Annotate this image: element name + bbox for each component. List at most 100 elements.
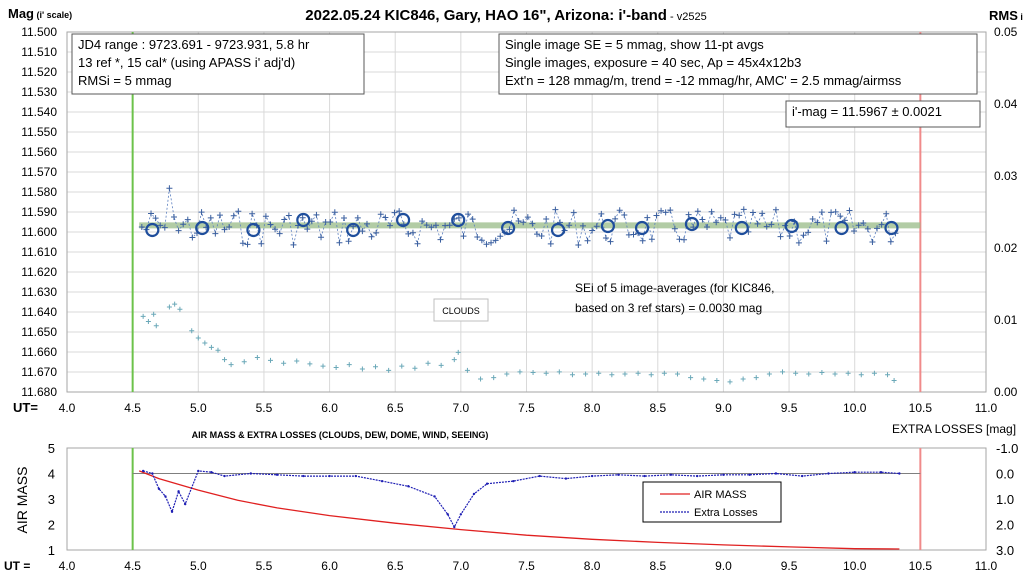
extra-losses-point [157, 487, 161, 490]
single-image-point [593, 223, 600, 230]
rms-point [281, 360, 287, 366]
rms-point [543, 370, 549, 376]
single-image-point [694, 208, 701, 215]
extra-losses-point [249, 472, 252, 475]
y2-tick-label: 0.05 [994, 25, 1018, 39]
rms-point [153, 323, 159, 329]
rms-point [583, 371, 589, 377]
single-image-point [552, 206, 559, 213]
single-image-point [754, 220, 761, 227]
y-tick-label: 11.500 [21, 25, 57, 39]
info-box-left-line: 13 ref *, 15 cal* (using APASS i' adj'd) [78, 55, 295, 70]
single-image-point [386, 222, 393, 229]
single-image-point [377, 211, 384, 218]
single-image-point [607, 238, 614, 245]
average-point [684, 216, 700, 232]
rms-point [648, 372, 654, 378]
rms-point [766, 371, 772, 377]
version-label: - v2525 [667, 11, 707, 23]
y-axis-label: Mag (i' scale) [8, 6, 72, 21]
extra-losses-point [459, 513, 463, 516]
rms-point [438, 362, 444, 368]
bottom-y2-tick-label: -1.0 [996, 441, 1018, 456]
single-image-point [818, 209, 825, 216]
single-image-point [814, 219, 821, 226]
extra-losses-point [380, 479, 384, 483]
extra-losses-point [141, 469, 145, 473]
y-tick-label: 11.550 [21, 125, 57, 139]
y2-tick-label: 0.04 [994, 97, 1018, 111]
y-tick-label: 11.560 [21, 145, 57, 159]
y2-axis-sublabel: i [1018, 12, 1023, 22]
single-image-point [736, 212, 743, 219]
single-image-point [529, 220, 536, 227]
x-tick-label: 8.5 [649, 401, 666, 415]
extra-losses-point [407, 485, 410, 488]
bottom-x-axis-label: UT = [4, 559, 30, 573]
extra-losses-point [774, 472, 778, 475]
single-image-point [336, 239, 343, 246]
single-image-point [511, 207, 518, 214]
extra-losses-point [170, 510, 174, 513]
average-point [834, 220, 849, 236]
rms-point [609, 372, 615, 378]
single-image-point [864, 225, 871, 232]
extra-losses-point [512, 479, 515, 483]
rms-point [359, 366, 365, 372]
bottom-x-tick-label: 6.5 [387, 559, 404, 573]
single-image-point [428, 224, 435, 231]
single-image-point [759, 210, 766, 217]
extra-losses-point [827, 472, 830, 475]
y-tick-label: 11.570 [21, 165, 57, 179]
y-tick-label: 11.510 [21, 45, 57, 59]
single-image-point [731, 211, 738, 218]
single-image-point [538, 232, 545, 239]
bottom-x-tick-label: 5.0 [190, 559, 207, 573]
single-image-point [345, 238, 352, 245]
average-point [784, 218, 799, 234]
single-image-point [299, 214, 306, 221]
single-image-point [584, 237, 591, 244]
single-image-point [244, 241, 251, 248]
rms-point [714, 377, 720, 383]
extra-losses-point [801, 474, 804, 478]
bottom-y2-tick-label: 2.0 [996, 518, 1014, 533]
single-image-point [648, 236, 655, 243]
single-image-point [235, 208, 242, 215]
extra-losses-point [643, 474, 646, 478]
single-image-point [437, 236, 444, 243]
single-image-point [382, 214, 389, 221]
bottom-x-tick-label: 4.5 [124, 559, 141, 573]
average-point [550, 222, 566, 238]
single-image-point [318, 234, 325, 241]
single-image-point [446, 222, 453, 229]
single-image-point [602, 234, 609, 241]
single-image-point [455, 214, 462, 221]
rms-point [885, 372, 891, 378]
extra-losses-point [223, 474, 226, 478]
x-tick-label: 7.5 [518, 401, 535, 415]
single-image-point [671, 225, 678, 232]
single-image-point [474, 234, 481, 240]
single-image-point [483, 241, 490, 248]
extra-losses-point [275, 473, 279, 476]
average-point [451, 212, 466, 228]
single-image-point [722, 217, 729, 224]
rms-point [373, 364, 379, 370]
single-image-point [547, 240, 554, 247]
rms-point [177, 306, 183, 312]
rms-point [320, 363, 326, 369]
single-image-point [685, 211, 692, 218]
bottom-y2-tick-label: 1.0 [996, 492, 1014, 507]
average-point [501, 220, 516, 236]
single-image-point [432, 222, 439, 229]
y-tick-label: 11.650 [21, 325, 57, 339]
single-image-point [809, 216, 816, 223]
info-box-right [498, 33, 978, 95]
single-image-point [180, 221, 187, 228]
single-image-point [331, 209, 338, 216]
x-tick-label: 5.5 [256, 401, 273, 415]
rms-point [241, 359, 247, 365]
x-tick-label: 9.5 [781, 401, 798, 415]
